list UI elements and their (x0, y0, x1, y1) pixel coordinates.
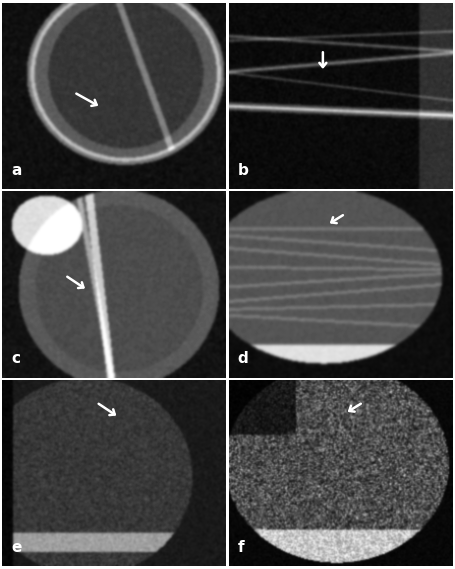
Text: c: c (11, 352, 20, 366)
Text: b: b (238, 163, 249, 178)
Text: d: d (238, 352, 248, 366)
Text: f: f (238, 540, 244, 555)
Text: e: e (11, 540, 21, 555)
Text: a: a (11, 163, 21, 178)
